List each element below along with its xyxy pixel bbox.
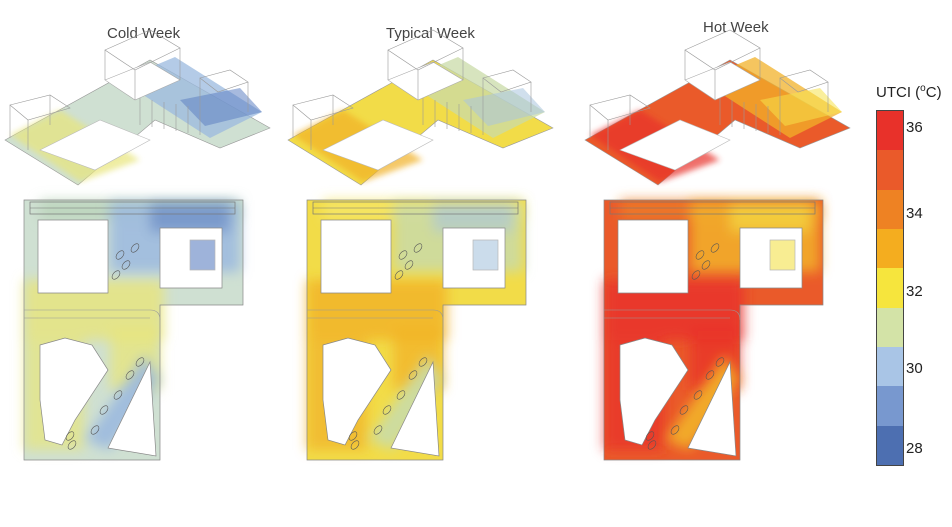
panel-typical (287, 29, 554, 461)
isometric-view (287, 29, 554, 186)
panel-cold (4, 29, 271, 461)
color-scale-step (877, 386, 903, 426)
color-scale-step (877, 346, 903, 387)
color-scale-step (877, 189, 903, 229)
color-scale-step (877, 150, 903, 190)
tick-34: 34 (906, 205, 923, 222)
tick-28: 28 (906, 440, 923, 457)
plan-view (23, 199, 244, 461)
panel-hot (584, 29, 851, 461)
isometric-view (584, 29, 851, 186)
color-scale-step (877, 307, 903, 347)
color-scale-step (877, 228, 903, 269)
tick-32: 32 (906, 283, 923, 300)
color-scale-step (877, 268, 903, 308)
isometric-view (4, 29, 271, 186)
color-scale-bar (876, 110, 904, 466)
plan-view (603, 199, 824, 461)
tick-30: 30 (906, 360, 923, 377)
plan-view (306, 199, 527, 461)
panel-title-cold: Cold Week (107, 25, 181, 42)
legend-title: UTCI (oC) (876, 83, 942, 101)
color-scale-step (877, 111, 903, 151)
panel-title-hot: Hot Week (703, 19, 769, 36)
tick-36: 36 (906, 119, 923, 136)
color-scale-step (877, 425, 903, 465)
panel-title-typical: Typical Week (386, 25, 475, 42)
